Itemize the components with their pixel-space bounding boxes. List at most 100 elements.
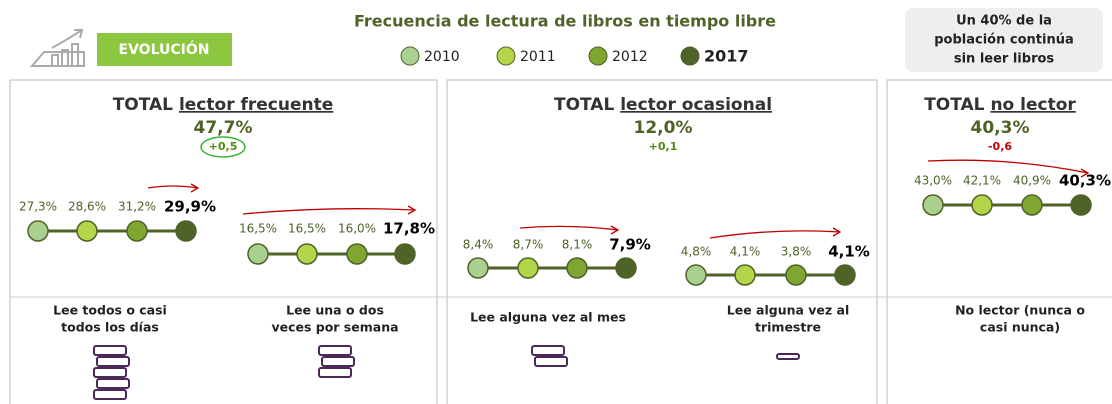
title-link: lector frecuente (179, 95, 333, 115)
book-icon (776, 353, 800, 360)
title: Frecuencia de lectura de libros en tiemp… (354, 12, 776, 31)
total: 40,3% (971, 118, 1030, 138)
book-icon (531, 345, 565, 356)
value-label: 4,1% (730, 245, 761, 259)
note-line: sin leer libros (954, 52, 1055, 67)
book-icon (93, 367, 127, 378)
value-label: 16,0% (338, 222, 376, 236)
total: 47,7% (194, 118, 253, 138)
year-dot (76, 220, 98, 242)
panel-title: TOTAL lector ocasional (554, 95, 772, 115)
year-dot (126, 220, 148, 242)
year-dot (27, 220, 49, 242)
year-dot (394, 243, 416, 265)
caption: casi nunca) (980, 320, 1060, 335)
value-label: 8,7% (513, 238, 544, 252)
legend-dot (680, 46, 700, 66)
year-dot (1021, 194, 1043, 216)
book-icon (321, 356, 355, 367)
value-label: 8,1% (562, 238, 593, 252)
trend-arrow (709, 227, 842, 239)
book-icon (318, 345, 352, 356)
value-label: 31,2% (118, 200, 156, 214)
title-prefix: TOTAL (924, 95, 984, 115)
value-label: 43,0% (914, 174, 952, 188)
book-icon (96, 378, 130, 389)
note-line: población continúa (934, 33, 1074, 48)
year-dot (685, 264, 707, 286)
value-label: 16,5% (288, 222, 326, 236)
trend-arrow (519, 225, 620, 235)
highlight (200, 136, 246, 158)
year-dot (922, 194, 944, 216)
panel-border (446, 79, 878, 404)
badge-label[interactable]: EVOLUCIÓN (119, 40, 210, 58)
panel-border (9, 79, 438, 404)
year-dot (785, 264, 807, 286)
title-link: no lector (990, 95, 1076, 115)
value-label: 7,9% (609, 236, 651, 254)
year-dot (346, 243, 368, 265)
legend-label: 2012 (612, 49, 648, 65)
value-label: 29,9% (164, 198, 216, 216)
caption: Lee alguna vez al mes (470, 310, 626, 325)
year-dot (615, 257, 637, 279)
year-dot (247, 243, 269, 265)
legend-dot (588, 46, 608, 66)
legend-label: 2011 (520, 49, 556, 65)
year-dot (517, 257, 539, 279)
trend-arrow (242, 205, 417, 215)
change: -0,6 (988, 140, 1012, 153)
title-link: lector ocasional (620, 95, 772, 115)
legend-label: 2010 (424, 49, 460, 65)
value-label: 28,6% (68, 200, 106, 214)
book-icon (318, 367, 352, 378)
change: +0,5 (209, 140, 238, 153)
trend-arrow (147, 183, 200, 193)
caption: Lee todos o casi (53, 303, 167, 318)
note-line: Un 40% de la (956, 14, 1052, 29)
legend-dot (400, 46, 420, 66)
value-label: 17,8% (383, 220, 435, 238)
panel-title: TOTAL lector frecuente (113, 95, 334, 115)
value-label: 16,5% (239, 222, 277, 236)
legend-label: 2017 (704, 47, 749, 66)
value-label: 4,8% (681, 245, 712, 259)
caption: trimestre (755, 320, 821, 335)
trend-arrow (927, 159, 1090, 178)
note-box (905, 8, 1103, 72)
title-prefix: TOTAL (554, 95, 614, 115)
year-dot (734, 264, 756, 286)
caption: No lector (nunca o (955, 303, 1085, 318)
year-dot (971, 194, 993, 216)
value-label: 40,3% (1059, 172, 1111, 190)
legend-dot (496, 46, 516, 66)
book-icon (93, 389, 127, 400)
panel-border (886, 79, 1112, 404)
value-label: 42,1% (963, 174, 1001, 188)
year-dot (1070, 194, 1092, 216)
change: +0,1 (649, 140, 678, 153)
value-label: 8,4% (463, 238, 494, 252)
value-label: 3,8% (781, 245, 812, 259)
panel-title: TOTAL no lector (924, 95, 1076, 115)
value-label: 27,3% (19, 200, 57, 214)
chart-icon (29, 29, 85, 67)
badge[interactable] (97, 33, 232, 66)
caption: todos los días (61, 320, 159, 335)
book-icon (93, 345, 127, 356)
total: 12,0% (634, 118, 693, 138)
year-dot (834, 264, 856, 286)
year-dot (175, 220, 197, 242)
year-dot (296, 243, 318, 265)
value-label: 4,1% (828, 243, 870, 261)
caption: Lee alguna vez al (727, 303, 850, 318)
title-prefix: TOTAL (113, 95, 173, 115)
caption: veces por semana (271, 320, 398, 335)
book-icon (534, 356, 568, 367)
book-icon (96, 356, 130, 367)
year-dot (566, 257, 588, 279)
caption: Lee una o dos (286, 303, 384, 318)
value-label: 40,9% (1013, 174, 1051, 188)
